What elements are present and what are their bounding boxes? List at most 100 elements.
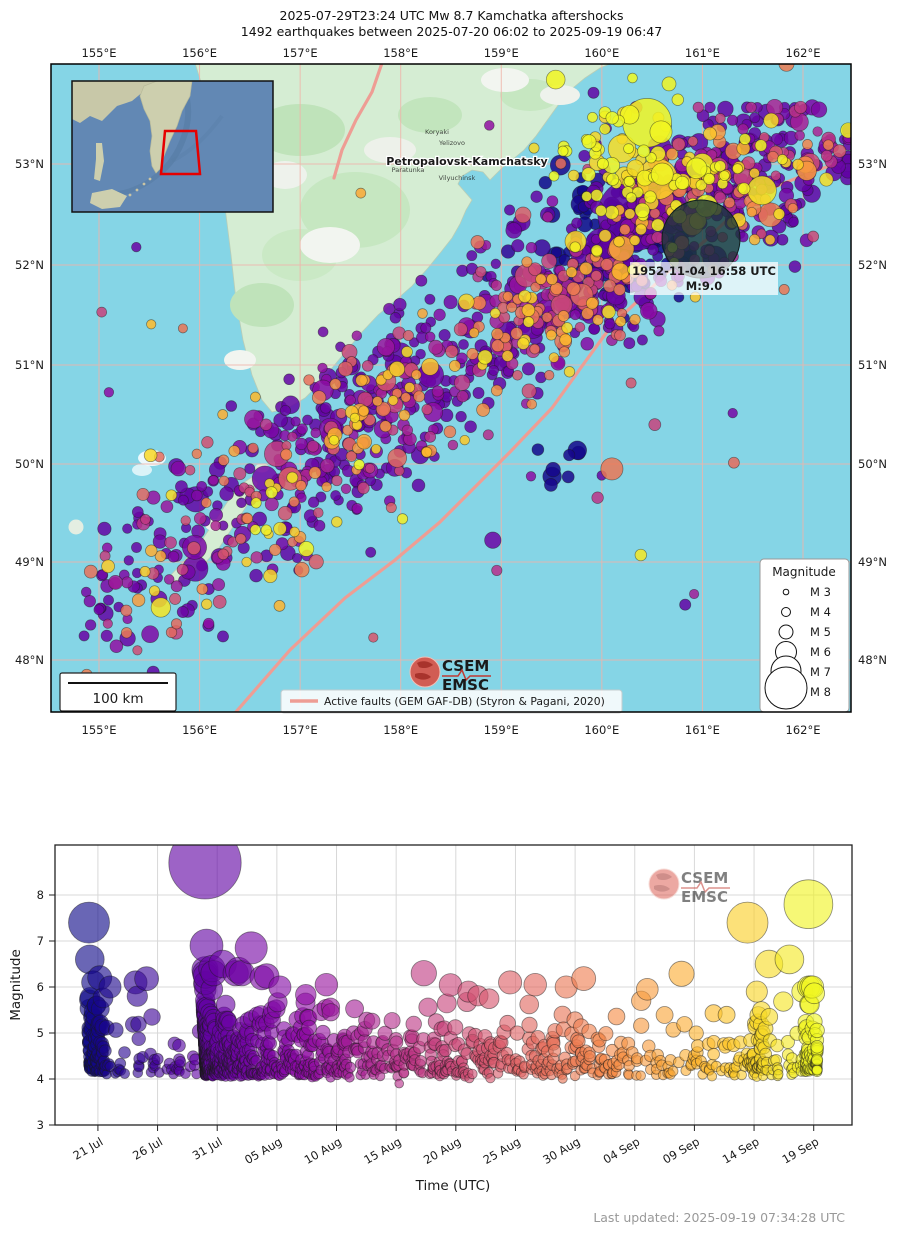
earthquake-marker	[655, 1006, 674, 1024]
earthquake-marker	[567, 169, 580, 182]
earthquake-marker	[453, 374, 471, 391]
earthquake-marker	[571, 217, 583, 229]
earthquake-marker	[298, 541, 315, 557]
earthquake-marker	[591, 491, 604, 504]
earthquake-marker	[635, 977, 659, 1001]
earthquake-marker	[590, 244, 603, 257]
earthquake-marker	[840, 122, 851, 139]
earthquake-marker	[511, 239, 525, 253]
plot-border	[54, 844, 853, 1126]
earthquake-marker	[355, 187, 367, 199]
earthquake-marker	[68, 901, 110, 944]
earthquake-marker	[525, 242, 538, 254]
earthquake-marker	[607, 134, 637, 163]
earthquake-marker	[177, 494, 189, 506]
earthquake-marker	[521, 362, 536, 376]
earthquake-marker	[490, 258, 501, 269]
earthquake-marker	[108, 1022, 124, 1038]
earthquake-marker	[613, 283, 626, 296]
earthquake-marker	[719, 170, 730, 181]
earthquake-marker	[649, 120, 673, 144]
earthquake-marker	[545, 461, 561, 478]
earthquake-marker	[445, 344, 459, 359]
earthquake-marker	[819, 172, 834, 187]
earthquake-marker	[528, 262, 542, 277]
earthquake-marker	[595, 204, 607, 217]
earthquake-marker	[345, 394, 356, 406]
earthquake-marker	[279, 404, 291, 417]
earthquake-marker	[739, 133, 751, 145]
earthquake-marker	[97, 521, 112, 536]
earthquake-marker	[168, 845, 242, 900]
earthquake-marker	[93, 604, 105, 616]
tick-label: 155°E	[82, 723, 117, 737]
earthquake-marker	[175, 480, 188, 493]
earthquake-marker	[726, 901, 769, 944]
earthquake-marker	[583, 1050, 597, 1063]
earthquake-marker	[289, 526, 300, 538]
earthquake-marker	[778, 64, 795, 72]
earthquake-marker	[643, 190, 657, 204]
earthquake-marker	[389, 361, 406, 377]
earthquake-marker	[526, 398, 537, 410]
tick-label: 157°E	[283, 46, 318, 60]
earthquake-marker	[623, 143, 634, 154]
earthquake-marker	[424, 431, 437, 443]
tick-label: 52°N	[15, 258, 44, 272]
tick-label: 161°E	[685, 46, 720, 60]
earthquake-marker	[313, 507, 324, 518]
earthquake-marker	[136, 487, 150, 501]
earthquake-marker	[637, 144, 651, 158]
earthquake-marker	[746, 206, 757, 218]
earthquake-marker	[225, 400, 238, 412]
earthquake-marker	[163, 574, 175, 585]
earthquake-marker	[244, 409, 264, 429]
earthquake-marker	[320, 458, 335, 473]
earthquake-marker	[250, 551, 263, 564]
earthquake-marker	[160, 500, 174, 513]
earthquake-marker	[726, 114, 739, 126]
earthquake-marker	[249, 524, 261, 536]
earthquake-marker	[634, 202, 650, 219]
earthquake-marker	[249, 568, 263, 583]
earthquake-marker	[170, 460, 187, 477]
earthquake-marker	[476, 403, 490, 417]
earthquake-marker	[118, 1046, 131, 1059]
earthquake-marker	[802, 139, 813, 150]
earthquake-marker	[143, 448, 158, 463]
earthquake-marker	[196, 583, 209, 595]
tick-label: 3	[37, 1118, 44, 1132]
earthquake-marker	[141, 625, 159, 644]
map-border	[50, 63, 852, 713]
earthquake-marker	[571, 966, 597, 991]
earthquake-marker	[745, 101, 757, 114]
earthquake-marker	[264, 497, 279, 512]
earthquake-marker	[335, 407, 347, 419]
earthquake-marker	[468, 327, 480, 338]
earthquake-marker	[692, 101, 704, 114]
earthquake-marker	[345, 999, 365, 1019]
earthquake-marker	[794, 100, 808, 114]
earthquake-marker	[351, 503, 363, 515]
tick-label: 160°E	[584, 46, 619, 60]
earthquake-marker	[544, 478, 558, 492]
legend-circle-m5	[778, 624, 794, 640]
tick-label: 52°N	[858, 258, 887, 272]
earthquake-marker	[447, 1019, 464, 1036]
earthquake-marker	[268, 975, 292, 999]
earthquake-marker	[83, 564, 98, 579]
earthquake-marker	[541, 311, 553, 323]
earthquake-marker	[581, 307, 594, 320]
earthquake-marker	[203, 617, 215, 630]
earthquake-marker	[569, 241, 581, 253]
earthquake-marker	[737, 182, 751, 195]
earthquake-marker	[167, 550, 180, 563]
tick-label: 161°E	[685, 723, 720, 737]
earthquake-marker	[259, 418, 273, 431]
earthquake-marker	[196, 480, 208, 492]
earthquake-marker	[776, 154, 788, 165]
earthquake-marker	[191, 489, 203, 502]
earthquake-marker	[265, 486, 278, 499]
earthquake-marker	[98, 1044, 112, 1058]
earthquake-marker	[438, 329, 451, 342]
